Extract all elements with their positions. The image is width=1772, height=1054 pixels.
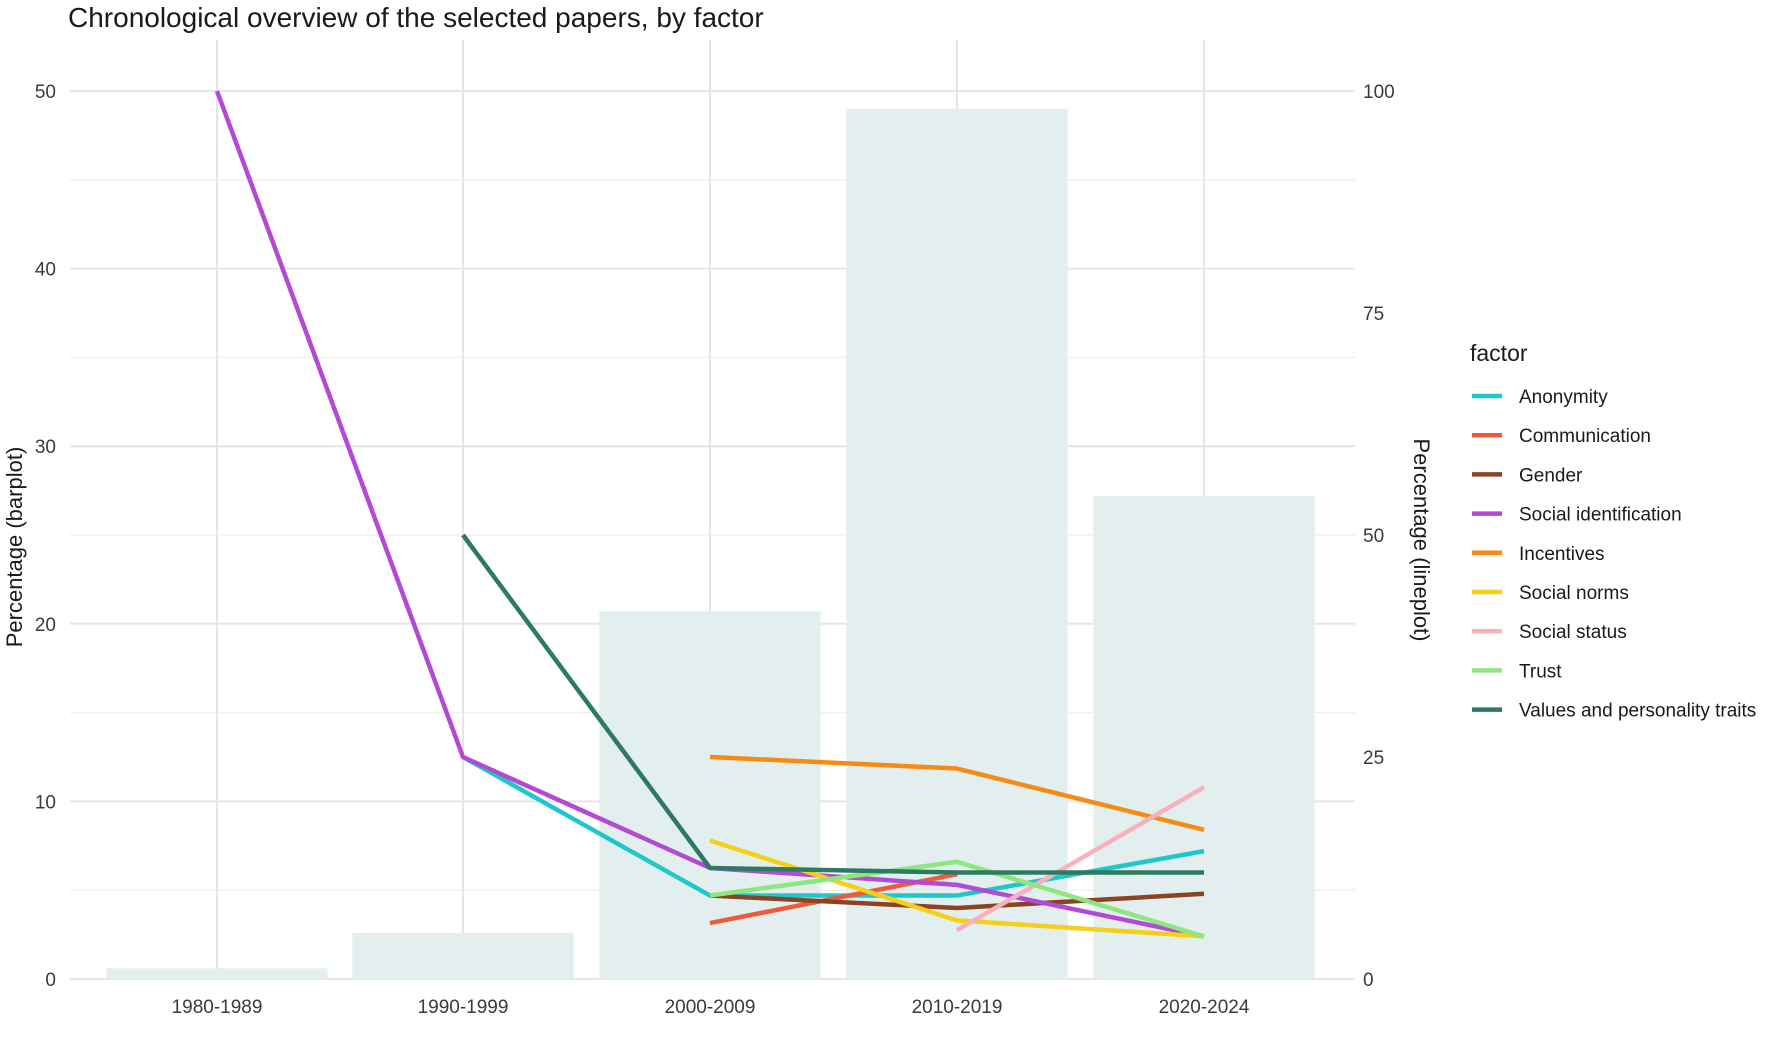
x-tick-label: 2000-2009 — [665, 997, 756, 1018]
y-right-tick-label: 100 — [1363, 82, 1395, 103]
series-line-social-status — [955, 785, 1206, 933]
legend-label: Gender — [1519, 465, 1583, 486]
y-axis-right-title: Percentage (lineplot) — [1409, 438, 1434, 641]
legend-label: Anonymity — [1519, 387, 1608, 408]
legend: factor Anonymity Communication Gender Socia… — [1470, 340, 1756, 722]
bar-2000-2009 — [599, 611, 821, 979]
legend-label: Trust — [1519, 661, 1562, 682]
legend-label: Social status — [1519, 622, 1627, 643]
y-left-tick-label: 10 — [35, 792, 56, 813]
bar-1980-1989 — [106, 968, 328, 979]
series-line-values-and-personality-traits — [461, 533, 1204, 875]
y-left-tick-label: 40 — [35, 260, 56, 281]
y-right-tick-label: 0 — [1363, 970, 1374, 991]
bar-1990-1999 — [352, 932, 574, 979]
y-left-tick-label: 0 — [45, 970, 56, 991]
y-right-tick-label: 50 — [1363, 526, 1384, 547]
legend-label: Communication — [1519, 426, 1651, 447]
legend-label: Values and personality traits — [1519, 701, 1756, 722]
axis-layer: 0 10 20 30 40 50 0 25 50 75 100 1980-1989 1990-1999 2… — [35, 82, 1395, 1018]
y-left-tick-label: 50 — [35, 82, 56, 103]
chart-title: Chronological overview of the selected p… — [68, 2, 764, 33]
y-axis-left-title: Percentage (barplot) — [2, 447, 27, 648]
bar-layer — [106, 108, 1315, 979]
y-left-tick-label: 30 — [35, 437, 56, 458]
y-right-tick-label: 75 — [1363, 304, 1384, 325]
bar-2020-2024 — [1093, 495, 1315, 979]
line-layer — [214, 90, 1206, 939]
legend-label: Social identification — [1519, 505, 1682, 526]
bar-2010-2019 — [846, 108, 1068, 979]
series-line-gender — [709, 891, 1205, 911]
legend-label: Incentives — [1519, 544, 1605, 565]
legend-title: factor — [1470, 340, 1528, 366]
y-right-tick-label: 25 — [1363, 748, 1384, 769]
x-tick-label: 2010-2019 — [912, 997, 1003, 1018]
series-line-incentives — [709, 754, 1205, 832]
legend-label: Social norms — [1519, 583, 1629, 604]
y-left-tick-label: 20 — [35, 615, 56, 636]
series-line-trust — [709, 859, 1205, 939]
x-tick-label: 2020-2024 — [1159, 997, 1250, 1018]
x-tick-label: 1990-1999 — [418, 997, 509, 1018]
x-tick-label: 1980-1989 — [172, 997, 263, 1018]
series-line-social-norms — [709, 838, 1205, 939]
